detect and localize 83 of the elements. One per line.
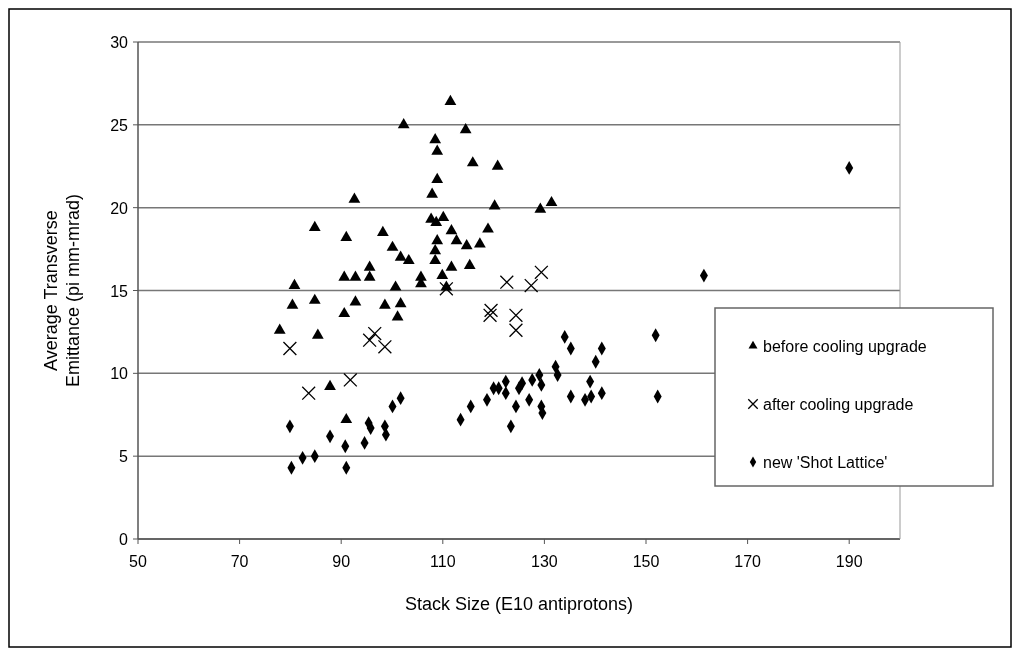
point (379, 298, 391, 309)
point (483, 303, 499, 318)
x-tick-label: 190 (835, 553, 863, 570)
point (499, 275, 514, 290)
point (349, 295, 362, 306)
point (348, 192, 361, 203)
y-tick-label: 15 (110, 282, 129, 300)
y-tick-label: 0 (119, 531, 129, 548)
legend-label: new 'Shot Lattice' (763, 454, 888, 471)
point (338, 270, 351, 281)
point (436, 268, 449, 279)
point (445, 224, 458, 235)
point (343, 372, 358, 388)
point (288, 278, 301, 289)
legend-label: after cooling upgrade (763, 396, 914, 413)
point (429, 243, 442, 255)
x-tick-label: 150 (632, 553, 660, 570)
point (397, 118, 410, 129)
point (363, 260, 376, 271)
x-tick-label: 50 (129, 553, 147, 570)
point (338, 306, 351, 318)
point (308, 220, 321, 231)
point (450, 234, 463, 245)
point (340, 230, 353, 241)
point (437, 210, 450, 221)
point (491, 159, 504, 170)
y-tick-label: 30 (110, 34, 129, 51)
point (534, 202, 547, 213)
y-tick-label: 5 (119, 448, 129, 466)
point (431, 234, 444, 245)
point (324, 379, 336, 390)
y-tick-label: 10 (110, 365, 129, 383)
x-tick-label: 170 (734, 553, 762, 570)
point (466, 156, 479, 167)
y-tick-label: 20 (110, 199, 129, 217)
y-axis-title: Average Transverse Emittance (pi mm-mrad) (41, 193, 83, 388)
x-tick-label: 70 (230, 553, 249, 570)
point (460, 238, 473, 250)
point (377, 339, 392, 354)
point (463, 258, 476, 270)
point (386, 240, 399, 251)
point (459, 123, 472, 134)
point (545, 195, 558, 207)
point (362, 333, 377, 348)
point (524, 278, 539, 293)
point (430, 215, 443, 226)
point (349, 270, 362, 281)
point (282, 341, 297, 356)
point (273, 323, 286, 334)
point (426, 187, 439, 198)
point (482, 308, 498, 323)
point (402, 253, 415, 265)
point (389, 280, 402, 291)
point (367, 326, 382, 341)
legend-label: before cooling upgrade (763, 338, 927, 355)
point (394, 296, 407, 308)
point (286, 298, 299, 309)
point (444, 94, 457, 106)
point (488, 199, 501, 210)
point (391, 310, 404, 321)
point (363, 270, 376, 281)
y-tick-label: 25 (110, 116, 129, 134)
x-tick-label: 90 (332, 553, 351, 570)
x-tick-label: 110 (430, 553, 456, 570)
point (429, 132, 442, 144)
point (431, 144, 444, 155)
point (429, 253, 442, 265)
point (439, 281, 454, 296)
point (311, 328, 324, 339)
x-tick-label: 130 (531, 553, 558, 570)
point (340, 412, 353, 424)
point (301, 386, 316, 401)
point (376, 225, 389, 236)
point (508, 308, 524, 323)
point (445, 260, 458, 271)
point (308, 293, 321, 304)
point (431, 172, 444, 183)
point (474, 237, 486, 248)
point (394, 250, 407, 261)
x-axis-title: Stack Size (E10 antiprotons) (404, 594, 634, 614)
point (534, 265, 549, 280)
point (482, 222, 494, 233)
point (508, 323, 524, 338)
